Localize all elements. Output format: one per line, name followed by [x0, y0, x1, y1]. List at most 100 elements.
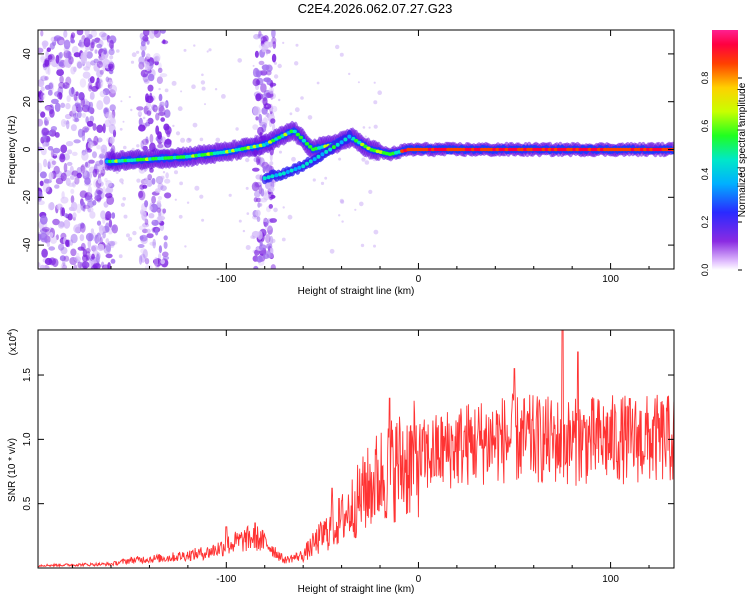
noise-blob	[62, 82, 70, 89]
noise-dot	[273, 207, 278, 213]
noise-blob	[91, 264, 98, 269]
noise-blob	[49, 109, 55, 118]
noise-blob	[77, 246, 85, 251]
noise-blob	[85, 232, 94, 242]
noise-blob	[149, 133, 154, 144]
noise-dot	[208, 48, 212, 52]
snr-ticks: -100 0 100 0.5 1.0 1.5	[22, 330, 674, 585]
noise-blob	[48, 171, 54, 181]
noise-blob	[256, 155, 260, 166]
noise-dot	[269, 253, 274, 258]
noise-blob	[253, 190, 261, 198]
noise-dot	[132, 230, 137, 236]
noise-blob	[54, 170, 63, 178]
noise-blob	[100, 210, 106, 220]
noise-blob	[252, 167, 260, 172]
noise-blob	[256, 255, 263, 263]
noise-dot	[144, 71, 148, 75]
noise-blob	[137, 244, 145, 248]
noise-blob	[44, 257, 53, 266]
noise-blob	[84, 177, 91, 185]
ridge-core	[643, 147, 648, 152]
spectrogram-y-axis-label: Frequency (Hz)	[7, 116, 18, 185]
noise-dot	[373, 244, 376, 248]
noise-blob	[140, 209, 144, 216]
noise-blob	[39, 264, 46, 269]
noise-dot	[335, 44, 340, 50]
noise-blob	[108, 219, 113, 228]
noise-blob	[252, 78, 260, 87]
noise-blob	[254, 249, 260, 256]
ridge-core	[569, 147, 574, 152]
ridge-core	[360, 142, 365, 147]
noise-dot	[259, 231, 263, 235]
noise-blob	[148, 30, 156, 39]
x-tick-label: -100	[216, 274, 236, 285]
noise-blob	[59, 154, 66, 163]
noise-dot	[277, 63, 282, 69]
noise-blob	[60, 102, 66, 109]
noise-blob	[105, 111, 113, 119]
ridge-core	[498, 147, 503, 152]
ridge-core	[473, 147, 479, 152]
spectrogram-x-axis-label: Height of straight line (km)	[298, 286, 415, 297]
noise-blob	[70, 201, 78, 212]
noise-blob	[100, 168, 106, 177]
ridge-core	[627, 147, 632, 152]
noise-blob	[58, 39, 65, 45]
noise-blob	[86, 120, 94, 127]
noise-blob	[91, 85, 99, 92]
noise-dot	[361, 157, 366, 162]
noise-blob	[65, 76, 72, 86]
noise-blob	[96, 100, 104, 111]
noise-dot	[282, 206, 285, 209]
branch-core	[320, 152, 325, 157]
noise-blob	[255, 209, 261, 217]
noise-blob	[140, 253, 146, 263]
noise-blob	[73, 256, 82, 262]
noise-dot	[180, 137, 186, 143]
noise-blob	[79, 234, 85, 242]
ridge-core	[507, 147, 513, 152]
noise-blob	[48, 246, 56, 251]
noise-blob	[47, 158, 56, 168]
noise-blob	[62, 257, 66, 267]
noise-blob	[262, 117, 268, 126]
noise-blob	[255, 93, 262, 102]
noise-blob	[66, 95, 71, 103]
ridge-core	[421, 147, 426, 152]
ridge-core	[612, 147, 617, 152]
noise-blob	[63, 213, 69, 218]
noise-blob	[164, 192, 172, 199]
noise-blob	[143, 30, 150, 37]
ridge-core	[427, 147, 433, 152]
noise-blob	[56, 203, 63, 210]
noise-dot	[364, 160, 370, 165]
noise-blob	[161, 101, 168, 106]
noise-dot	[245, 157, 250, 163]
ridge-core	[455, 147, 460, 152]
noise-blob	[105, 192, 113, 199]
noise-blob	[100, 172, 104, 177]
noise-blob	[160, 30, 166, 34]
noise-blob	[144, 258, 150, 265]
noise-blob	[41, 226, 50, 232]
noise-blob	[146, 110, 152, 116]
noise-blob	[89, 91, 95, 100]
noise-blob	[84, 127, 88, 133]
noise-blob	[160, 117, 165, 122]
colorbar-tick-label: 0.6	[700, 120, 710, 133]
noise-blob	[66, 161, 73, 166]
noise-dot	[192, 122, 198, 128]
branch-core	[262, 176, 267, 181]
noise-blob	[155, 188, 161, 194]
noise-blob	[140, 140, 144, 150]
ridge-core	[550, 147, 556, 152]
colorbar-tick-label: 0.2	[700, 216, 710, 229]
noise-dot	[338, 157, 342, 161]
noise-blob	[143, 179, 150, 184]
noise-dot	[235, 127, 239, 131]
noise-blob	[80, 166, 87, 173]
ridge-core	[160, 156, 165, 160]
noise-blob	[77, 261, 83, 269]
